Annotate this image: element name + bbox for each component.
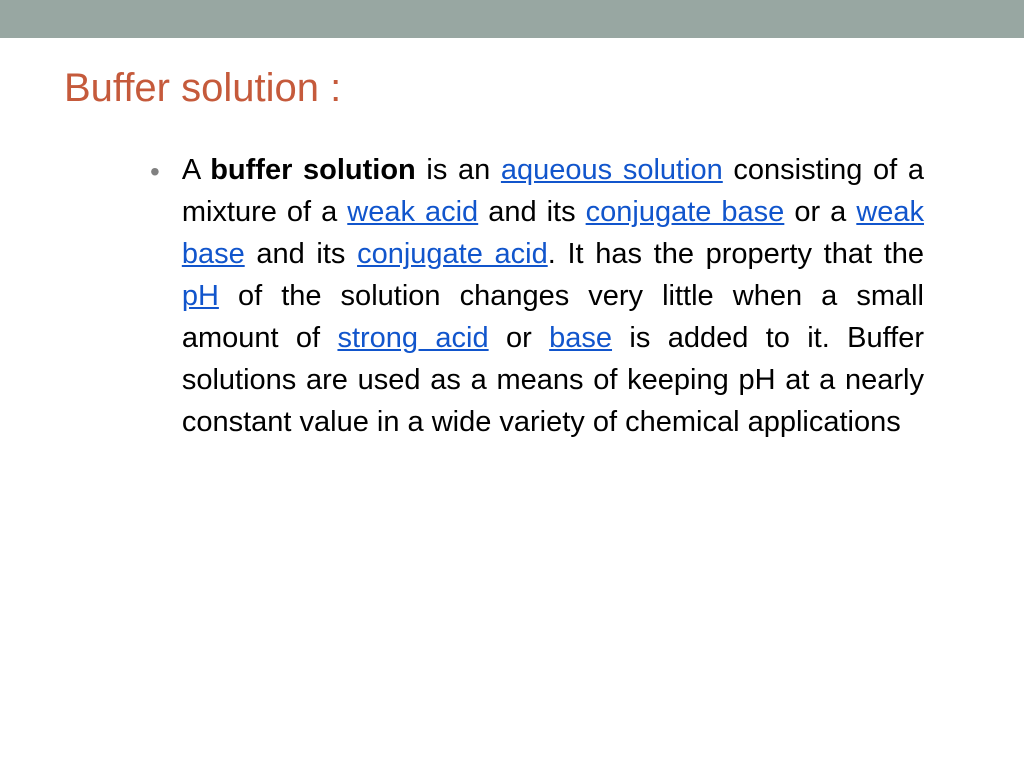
text-run: or a xyxy=(784,196,856,228)
text-run: and its xyxy=(245,238,357,270)
link-strong-acid[interactable]: strong acid xyxy=(337,322,488,354)
link-base[interactable]: base xyxy=(549,322,612,354)
content-area: • A buffer solution is an aqueous soluti… xyxy=(0,111,1024,443)
link-ph[interactable]: pH xyxy=(182,280,219,312)
paragraph-text: A buffer solution is an aqueous solution… xyxy=(182,149,924,443)
link-conjugate-base[interactable]: conjugate base xyxy=(586,196,785,228)
bullet-item: • A buffer solution is an aqueous soluti… xyxy=(150,149,924,443)
link-conjugate-acid[interactable]: conjugate acid xyxy=(357,238,548,270)
text-run: A xyxy=(182,154,210,186)
text-run: is an xyxy=(416,154,501,186)
bold-term: buffer solution xyxy=(210,154,416,186)
text-run: . It has the property that the xyxy=(548,238,924,270)
link-weak-acid[interactable]: weak acid xyxy=(347,196,478,228)
slide-title: Buffer solution : xyxy=(0,38,1024,111)
text-run: or xyxy=(489,322,550,354)
bullet-icon: • xyxy=(150,151,160,193)
link-aqueous-solution[interactable]: aqueous solution xyxy=(501,154,723,186)
top-accent-bar xyxy=(0,0,1024,38)
text-run: and its xyxy=(478,196,585,228)
